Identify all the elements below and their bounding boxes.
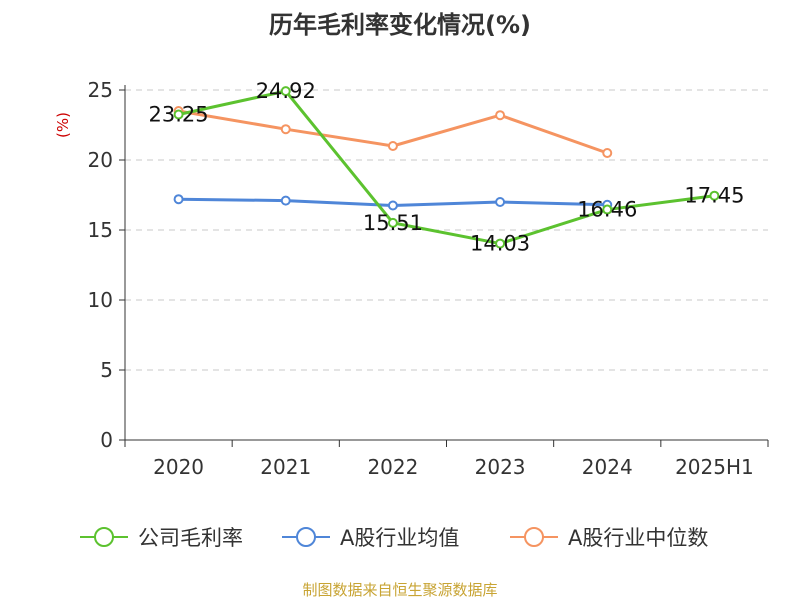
data-point xyxy=(602,148,613,158)
data-point xyxy=(387,141,398,151)
data-labels: 23.25 24.92 15.51 14.03 16.46 17.45 xyxy=(149,79,745,255)
x-tick-label: 2024 xyxy=(582,455,633,479)
data-point xyxy=(173,194,184,205)
data-label: 14.03 xyxy=(470,232,530,256)
x-tick-label: 2020 xyxy=(153,455,204,479)
data-point xyxy=(387,200,398,211)
x-tick-label: 2022 xyxy=(367,455,418,479)
data-label: 15.51 xyxy=(363,211,423,235)
legend-label: A股行业中位数 xyxy=(568,526,708,550)
data-label: 17.45 xyxy=(684,184,744,208)
gridlines xyxy=(125,89,768,371)
data-point xyxy=(495,110,506,121)
x-tick-label: 2025H1 xyxy=(675,455,754,479)
data-point xyxy=(173,109,184,120)
data-label: 16.46 xyxy=(577,198,637,222)
legend-marker xyxy=(296,527,316,547)
chart-title: 历年毛利率变化情况(%) xyxy=(269,11,531,39)
data-point xyxy=(280,195,291,206)
data-point xyxy=(602,204,613,215)
data-point xyxy=(280,86,291,97)
axes: 0 5 10 15 20 25 2020 2021 2022 2023 2024 2025H1 xyxy=(88,78,769,479)
legend-label: 公司毛利率 xyxy=(138,526,243,550)
y-tick-label: 0 xyxy=(100,428,113,452)
y-tick-label: 25 xyxy=(88,78,113,102)
source-note: 制图数据来自恒生聚源数据库 xyxy=(302,581,497,599)
legend-marker xyxy=(94,527,114,547)
legend-label: A股行业均值 xyxy=(340,526,459,550)
y-tick-label: 20 xyxy=(88,148,113,172)
y-tick-label: 5 xyxy=(100,358,113,382)
legend: 公司毛利率 A股行业均值 A股行业中位数 xyxy=(80,526,708,550)
data-label: 23.25 xyxy=(149,103,209,127)
data-point xyxy=(495,197,506,207)
series-line xyxy=(178,89,715,246)
data-point xyxy=(387,217,398,228)
data-point xyxy=(280,124,291,135)
legend-marker xyxy=(524,527,544,547)
data-point xyxy=(495,238,506,249)
data-label: 24.92 xyxy=(256,79,316,103)
y-tick-label: 15 xyxy=(88,218,113,242)
x-tick-label: 2023 xyxy=(475,455,526,479)
series-lines xyxy=(173,86,720,249)
y-tick-label: 10 xyxy=(88,288,113,312)
data-point xyxy=(709,190,720,201)
x-tick-label: 2021 xyxy=(260,455,311,479)
y-axis-label: (%) xyxy=(54,112,72,138)
